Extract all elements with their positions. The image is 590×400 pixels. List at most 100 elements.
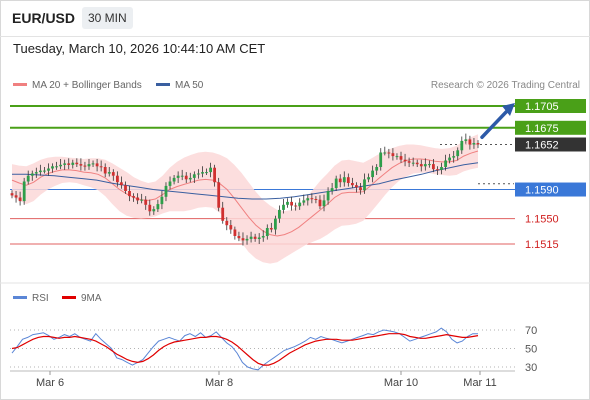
candle-body xyxy=(184,175,188,180)
candle-body xyxy=(330,188,334,191)
candle-body xyxy=(164,185,168,197)
legend-rsi-swatch xyxy=(13,295,27,299)
candle-body xyxy=(314,199,318,200)
candle-body xyxy=(91,163,95,165)
candle-body xyxy=(156,204,160,210)
candle-body xyxy=(367,177,370,180)
candle-body xyxy=(375,167,379,171)
legend-ma20: MA 20 + Bollinger Bands xyxy=(13,80,142,91)
candle-body xyxy=(452,156,456,158)
candle-body xyxy=(83,165,87,167)
source-credit: Research © 2026 Trading Central xyxy=(430,80,580,91)
level-label-1.1705: 1.1705 xyxy=(525,101,559,113)
candle-body xyxy=(221,207,225,221)
legend-ma20-swatch xyxy=(13,82,27,86)
last-price-label-bg xyxy=(515,137,586,152)
candle-body xyxy=(59,164,62,167)
level-label-1.1590: 1.1590 xyxy=(525,185,559,197)
candle-body xyxy=(144,199,148,205)
candle-body xyxy=(302,200,306,203)
candle-body xyxy=(359,187,362,191)
candle-body xyxy=(95,163,99,167)
candle-body xyxy=(75,162,79,165)
candle-body xyxy=(407,161,411,163)
candle-body xyxy=(334,178,338,188)
candle-body xyxy=(233,229,237,236)
candle-body xyxy=(140,199,144,201)
candle-body xyxy=(34,172,38,174)
level-label-bg-1.1705 xyxy=(515,99,586,113)
level-label-1.1515: 1.1515 xyxy=(525,239,559,251)
candle-body xyxy=(22,181,26,202)
candle-body xyxy=(294,205,298,207)
candle-body xyxy=(241,238,245,241)
candle-body xyxy=(217,182,221,208)
candle-body xyxy=(107,172,111,174)
ma50-line xyxy=(12,162,479,200)
pair-title: EUR/USD xyxy=(12,10,76,26)
candle-body xyxy=(355,185,358,188)
legend-ma50-label: MA 50 xyxy=(175,80,204,91)
candle-body xyxy=(282,204,285,210)
candle-body xyxy=(197,173,200,175)
candle-body xyxy=(172,177,176,182)
candle-body xyxy=(160,196,164,205)
rsi-series-9ma xyxy=(11,333,479,366)
candle-body xyxy=(132,196,135,198)
rsi-series-rsi xyxy=(11,327,478,371)
candle-body xyxy=(448,157,451,161)
x-tick-label-mar-8: Mar 8 xyxy=(205,377,233,389)
candle-body xyxy=(43,170,46,172)
timeframe-badge[interactable]: 30 MIN xyxy=(82,7,133,29)
candle-body xyxy=(87,164,91,167)
candle-body xyxy=(245,238,249,241)
candle-body xyxy=(253,236,257,239)
candle-body xyxy=(14,195,18,198)
candle-body xyxy=(111,172,115,176)
candle-body xyxy=(51,166,54,169)
candle-body xyxy=(322,200,326,207)
candle-body xyxy=(103,167,107,174)
candle-body xyxy=(298,202,302,207)
candle-body xyxy=(423,164,427,167)
candle-body xyxy=(460,140,464,151)
candle-body xyxy=(476,143,480,145)
candle-body xyxy=(99,166,103,168)
candle-body xyxy=(306,198,310,201)
candle-body xyxy=(363,179,366,191)
legend-ma20-label: MA 20 + Bollinger Bands xyxy=(32,80,142,91)
candle-body xyxy=(342,177,346,183)
candle-body xyxy=(18,197,22,202)
last-price-label: 1.1652 xyxy=(525,139,559,151)
candle-body xyxy=(67,163,71,165)
candle-body xyxy=(383,152,387,154)
candle-body xyxy=(274,218,277,230)
candle-body xyxy=(440,167,443,170)
candle-body xyxy=(444,160,447,167)
x-tick-label-mar-11: Mar 11 xyxy=(463,377,496,389)
candle-body xyxy=(237,236,241,239)
candle-body xyxy=(387,152,391,154)
candle-body xyxy=(55,166,58,168)
candle-body xyxy=(124,185,127,191)
candle-body xyxy=(428,164,431,166)
x-tick-label-mar-10: Mar 10 xyxy=(384,377,418,389)
candle-body xyxy=(265,228,269,236)
candle-body xyxy=(290,201,293,206)
candle-body xyxy=(261,236,265,238)
forecast-arrow-shaft xyxy=(480,108,510,139)
legend-rsi: RSI xyxy=(13,293,49,304)
candle-body xyxy=(346,177,350,183)
legend-ma50: MA 50 xyxy=(156,80,203,91)
candle-body xyxy=(399,156,403,160)
candle-body xyxy=(39,170,42,173)
candle-body xyxy=(257,237,261,239)
candle-body xyxy=(436,169,439,171)
candle-body xyxy=(371,170,374,178)
candle-body xyxy=(472,143,476,145)
candle-body xyxy=(468,139,472,145)
candle-body xyxy=(318,199,322,207)
x-tick-label-mar-6: Mar 6 xyxy=(36,377,64,389)
candle-body xyxy=(79,164,83,166)
